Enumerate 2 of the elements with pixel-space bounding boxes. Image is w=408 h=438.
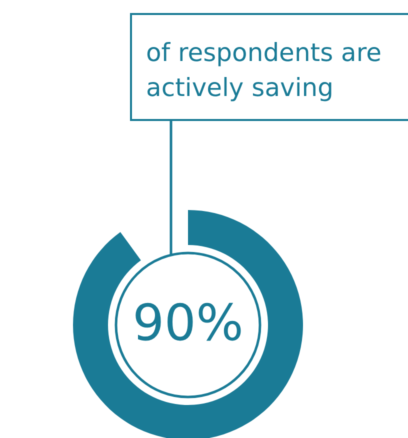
text: of respondents are actively saving <box>146 37 382 104</box>
data-label: 90% <box>132 294 244 352</box>
